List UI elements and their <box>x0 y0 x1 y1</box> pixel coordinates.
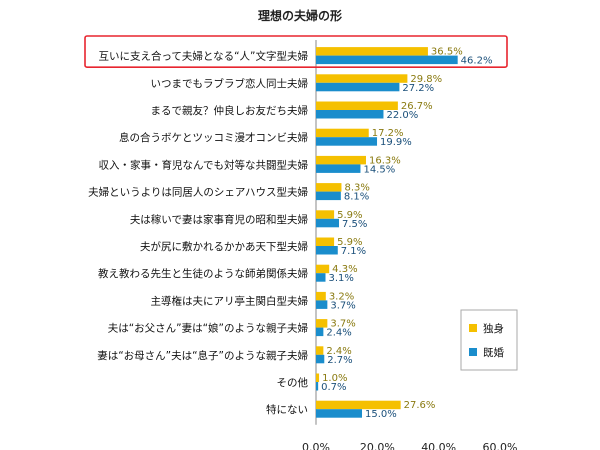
data-label-married: 0.7% <box>321 382 346 393</box>
data-label-single: 1.0% <box>322 373 347 384</box>
legend-swatch-single <box>469 324 477 332</box>
data-label-married: 2.4% <box>326 328 351 339</box>
data-label-single: 17.2% <box>372 128 404 139</box>
bar-single <box>316 400 401 410</box>
category-label: 妻は“お母さん”夫は“息子”のような親子夫婦 <box>97 349 308 362</box>
bar-single <box>316 183 342 192</box>
bar-married <box>316 55 458 65</box>
data-label-single: 4.3% <box>332 264 357 275</box>
data-label-married: 3.1% <box>329 273 354 284</box>
data-label-single: 3.2% <box>329 291 354 302</box>
data-label-married: 22.0% <box>386 110 418 121</box>
category-label: 互いに支え合って夫婦となる“人”文字型夫婦 <box>98 50 308 63</box>
data-label-single: 36.5% <box>431 47 463 58</box>
bar-married <box>316 409 362 418</box>
x-tick-label: 60.0% <box>483 441 518 450</box>
data-label-single: 3.7% <box>330 319 355 330</box>
data-label-single: 5.9% <box>337 210 362 221</box>
data-label-single: 26.7% <box>401 101 433 112</box>
bar-married <box>316 273 326 282</box>
data-label-single: 2.4% <box>326 346 351 357</box>
data-label-married: 7.5% <box>342 219 367 230</box>
bar-single <box>316 264 330 274</box>
x-tick-label: 20.0% <box>360 441 395 450</box>
category-label: 息の合うボケとツッコミ漫才コンビ夫婦 <box>119 131 308 144</box>
bar-single <box>316 291 326 301</box>
bar-single <box>316 101 398 110</box>
bar-married <box>316 110 384 119</box>
bar-single <box>316 319 328 328</box>
bar-married <box>316 246 338 255</box>
bar-married <box>316 137 378 146</box>
category-label: まるで親友？仲良しお友だち夫婦 <box>151 104 309 117</box>
bar-married <box>316 82 400 92</box>
bar-married <box>316 164 361 173</box>
data-label-married: 8.1% <box>344 192 369 203</box>
category-label: いつまでもラブラブ恋人同士夫婦 <box>151 77 309 90</box>
legend-swatch-married <box>469 348 477 356</box>
category-label: 夫は稼いで妻は家事育児の昭和型夫婦 <box>130 213 308 226</box>
x-tick-label: 40.0% <box>421 441 456 450</box>
bar-single <box>316 128 369 138</box>
bar-married <box>316 218 339 228</box>
data-label-single: 29.8% <box>410 74 442 85</box>
data-label-single: 8.3% <box>344 183 369 194</box>
category-label: 夫は“お父さん”妻は“娘”のような親子夫婦 <box>108 322 308 335</box>
category-label: 教え教わる先生と生徒のような師弟関係夫婦 <box>98 267 308 280</box>
legend-label-married: 既婚 <box>483 346 504 359</box>
data-label-married: 27.2% <box>402 83 434 94</box>
data-label-married: 14.5% <box>363 164 395 175</box>
bar-married <box>316 382 319 391</box>
data-label-single: 16.3% <box>369 155 401 166</box>
data-label-single: 27.6% <box>404 400 436 411</box>
bar-single <box>316 346 324 355</box>
data-label-married: 3.7% <box>330 300 355 311</box>
data-label-single: 5.9% <box>337 237 362 248</box>
bar-single <box>316 210 335 219</box>
data-label-married: 19.9% <box>380 137 412 148</box>
bar-single <box>316 47 428 56</box>
legend-label-single: 独身 <box>483 322 504 335</box>
chart-title: 理想の夫婦の形 <box>257 9 342 23</box>
data-label-married: 7.1% <box>341 246 366 257</box>
category-label: 夫が尻に敷かれるかかあ天下型夫婦 <box>140 240 308 253</box>
data-label-married: 2.7% <box>327 355 352 366</box>
category-label: 特にない <box>266 404 308 416</box>
bar-single <box>316 155 366 165</box>
bar-married <box>316 354 325 364</box>
data-label-married: 46.2% <box>461 56 493 67</box>
bar-married <box>316 300 328 309</box>
data-label-married: 15.0% <box>365 409 397 420</box>
bar-married <box>316 327 324 337</box>
bar-single <box>316 373 320 382</box>
x-tick-label: 0.0% <box>302 441 330 450</box>
bar-single <box>316 74 408 83</box>
category-label: 収入・家事・育児なんでも対等な共闘型夫婦 <box>99 158 308 171</box>
category-label: 夫婦というよりは同居人のシェアハウス型夫婦 <box>88 186 308 199</box>
highlight-box <box>84 35 508 69</box>
category-label: 主導権は夫にアリ亭主関白型夫婦 <box>151 294 309 307</box>
category-label: その他 <box>277 376 309 389</box>
legend-box <box>460 309 518 371</box>
bar-single <box>316 237 335 246</box>
bar-married <box>316 191 341 201</box>
